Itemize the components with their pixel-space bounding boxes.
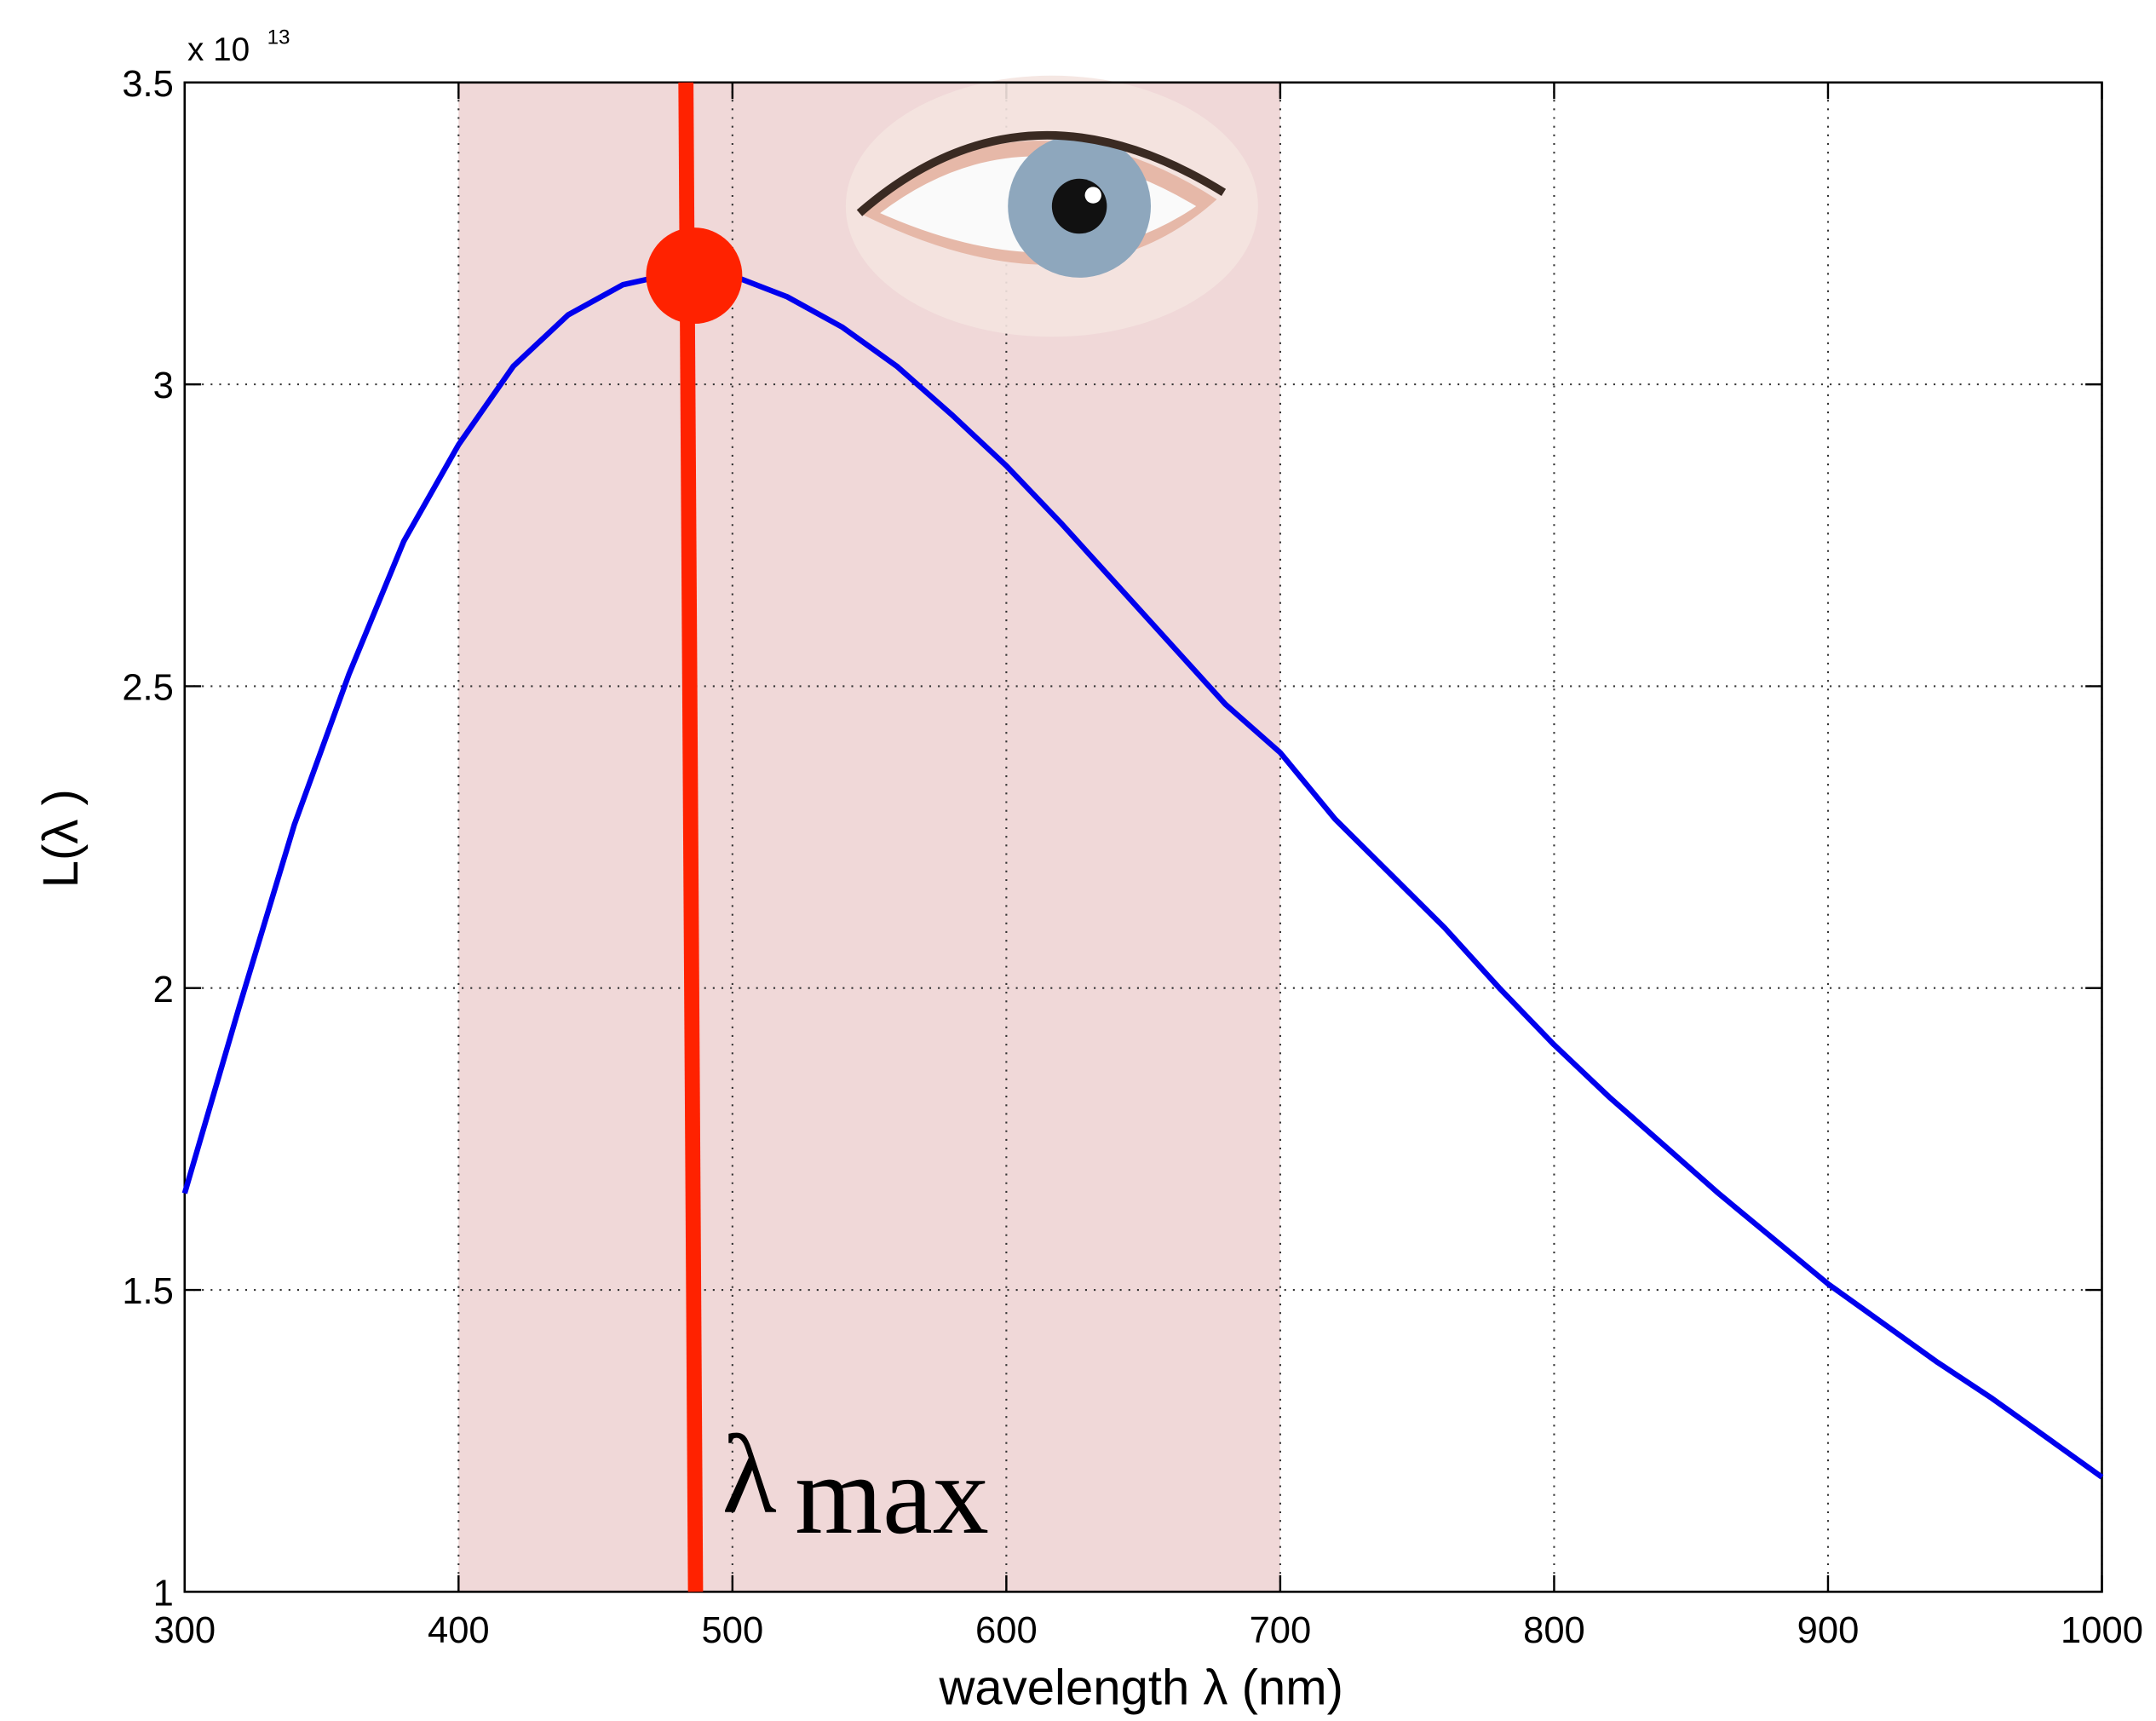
plot-frame (183, 81, 2103, 1593)
y-tick-label: 3.5 (122, 64, 174, 105)
x-tick-label: 1000 (2061, 1610, 2143, 1651)
multiplier-exponent: 13 (267, 26, 290, 49)
foreground-layer: 300 400 500 600 700 800 900 1000 1 1.5 2 2.5 3 3.5 (122, 64, 2143, 1651)
multiplier-base: x 10 (187, 32, 250, 68)
peak-line (678, 82, 704, 1592)
eyelash (856, 131, 1227, 216)
peak-marker (646, 227, 743, 325)
y-tick-label: 1 (153, 1573, 174, 1614)
x-tick-label: 500 (702, 1610, 764, 1651)
y-tick-label: 3 (153, 365, 174, 406)
y-axis-label: L(λ ) (33, 789, 89, 888)
x-tick-label: 600 (975, 1610, 1038, 1651)
y-tick-label: 1.5 (122, 1271, 174, 1312)
eye-image (845, 75, 1258, 337)
pupil (1051, 178, 1107, 234)
y-tick-label: 2 (153, 970, 174, 1010)
annotation-subscript: max (795, 1432, 989, 1557)
eye-highlight (1084, 187, 1101, 204)
x-axis-label: wavelength λ (nm) (938, 1661, 1343, 1716)
x-tick-label: 400 (428, 1610, 490, 1651)
line-series (181, 269, 2104, 1480)
y-tick-label: 2.5 (122, 668, 174, 709)
background-layer (458, 82, 1280, 1592)
x-tick-label: 900 (1797, 1610, 1860, 1651)
shaded-region (458, 82, 1280, 1592)
x-tick-label: 800 (1523, 1610, 1585, 1651)
annotation-symbol: λ (722, 1412, 777, 1537)
x-tick-label: 700 (1250, 1610, 1312, 1651)
x-tick-label: 300 (153, 1610, 216, 1651)
